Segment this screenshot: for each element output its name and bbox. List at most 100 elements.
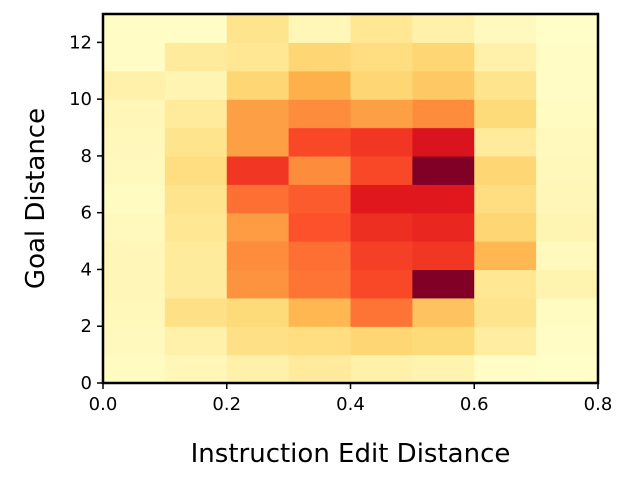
heatmap-cell — [103, 70, 166, 100]
heatmap-cell — [412, 297, 475, 327]
x-tick-label: 0.0 — [89, 394, 118, 415]
heatmap-cell — [412, 354, 475, 384]
heatmap-cell — [536, 241, 599, 271]
heatmap-cell — [164, 212, 228, 242]
heatmap-cell — [350, 326, 413, 356]
heatmap-cell — [226, 297, 290, 327]
heatmap-cell — [164, 184, 228, 214]
heatmap-cell — [474, 326, 537, 356]
heatmap-cell — [288, 14, 352, 43]
y-axis-ticks: 0 2 4 6 8 10 12 — [69, 32, 103, 394]
heatmap-cell — [103, 269, 166, 299]
heatmap-cell — [412, 155, 475, 185]
heatmap-cell — [288, 99, 352, 129]
heatmap-cell — [164, 241, 228, 271]
heatmap-cell — [164, 155, 228, 185]
heatmap-cell — [412, 326, 475, 356]
heatmap-cell — [226, 354, 290, 384]
heatmap-cell — [474, 212, 537, 242]
y-tick-label: 2 — [81, 316, 92, 337]
heatmap-cell — [474, 354, 537, 384]
heatmap-cell — [536, 184, 599, 214]
heatmap-cell — [288, 127, 352, 157]
heatmap-cell — [164, 42, 228, 72]
heatmap-cell — [350, 354, 413, 384]
heatmap-cell — [536, 155, 599, 185]
heatmap-cell — [103, 326, 166, 356]
heatmap-cell — [103, 354, 166, 384]
x-tick-label: 0.2 — [212, 394, 241, 415]
heatmap-cell — [103, 297, 166, 327]
heatmap-cell — [536, 14, 599, 43]
heatmap-cell — [226, 184, 290, 214]
heatmap-cell — [474, 70, 537, 100]
heatmap-cell — [350, 269, 413, 299]
heatmap-cell — [103, 127, 166, 157]
heatmap-cell — [288, 42, 352, 72]
heatmap-cell — [412, 269, 475, 299]
heatmap-cell — [226, 99, 290, 129]
heatmap-cell — [103, 212, 166, 242]
heatmap-cell — [474, 99, 537, 129]
heatmap-cell — [288, 155, 352, 185]
heatmap-cell — [226, 70, 290, 100]
heatmap-cell — [412, 184, 475, 214]
heatmap-cell — [164, 70, 228, 100]
y-tick-label: 6 — [81, 203, 92, 224]
heatmap-cell — [350, 212, 413, 242]
heatmap-cell — [288, 241, 352, 271]
heatmap-cell — [226, 14, 290, 43]
y-tick-label: 10 — [69, 89, 92, 110]
heatmap-cell — [226, 241, 290, 271]
heatmap-cell — [288, 269, 352, 299]
heatmap-cell — [536, 42, 599, 72]
heatmap-cell — [164, 127, 228, 157]
heatmap-cell — [350, 241, 413, 271]
heatmap-cell — [288, 354, 352, 384]
heatmap-cell — [350, 42, 413, 72]
heatmap-cell — [288, 212, 352, 242]
heatmap-cell — [536, 354, 599, 384]
y-tick-label: 12 — [69, 32, 92, 53]
heatmap-cell — [164, 354, 228, 384]
y-tick-label: 0 — [81, 373, 92, 394]
heatmap-cell — [474, 297, 537, 327]
heatmap-cell — [103, 241, 166, 271]
heatmap-cell — [412, 212, 475, 242]
heatmap-cell — [350, 70, 413, 100]
heatmap-cell — [226, 155, 290, 185]
heatmap-cell — [536, 70, 599, 100]
heatmap-cell — [412, 14, 475, 43]
heatmap-cell — [350, 297, 413, 327]
heatmap-cell — [536, 99, 599, 129]
heatmap-cell — [288, 184, 352, 214]
heatmap-cell — [164, 269, 228, 299]
y-tick-label: 4 — [81, 259, 92, 280]
heatmap-cell — [474, 269, 537, 299]
heatmap-cell — [474, 155, 537, 185]
heatmap-cell — [288, 70, 352, 100]
heatmap-cell — [288, 326, 352, 356]
heatmap-cell — [474, 14, 537, 43]
heatmap-cell — [226, 326, 290, 356]
heatmap-cell — [536, 127, 599, 157]
heatmap-cell — [412, 70, 475, 100]
heatmap-cell — [226, 42, 290, 72]
heatmap-cells — [103, 14, 599, 384]
heatmap-cell — [164, 99, 228, 129]
heatmap-cell — [350, 14, 413, 43]
heatmap-cell — [103, 99, 166, 129]
heatmap-cell — [474, 184, 537, 214]
heatmap-cell — [350, 99, 413, 129]
heatmap-cell — [350, 127, 413, 157]
heatmap-cell — [474, 127, 537, 157]
heatmap-cell — [412, 241, 475, 271]
heatmap-cell — [164, 14, 228, 43]
heatmap-cell — [474, 241, 537, 271]
heatmap-cell — [412, 42, 475, 72]
heatmap-cell — [412, 127, 475, 157]
heatmap-cell — [164, 297, 228, 327]
heatmap-cell — [350, 184, 413, 214]
heatmap-cell — [226, 127, 290, 157]
